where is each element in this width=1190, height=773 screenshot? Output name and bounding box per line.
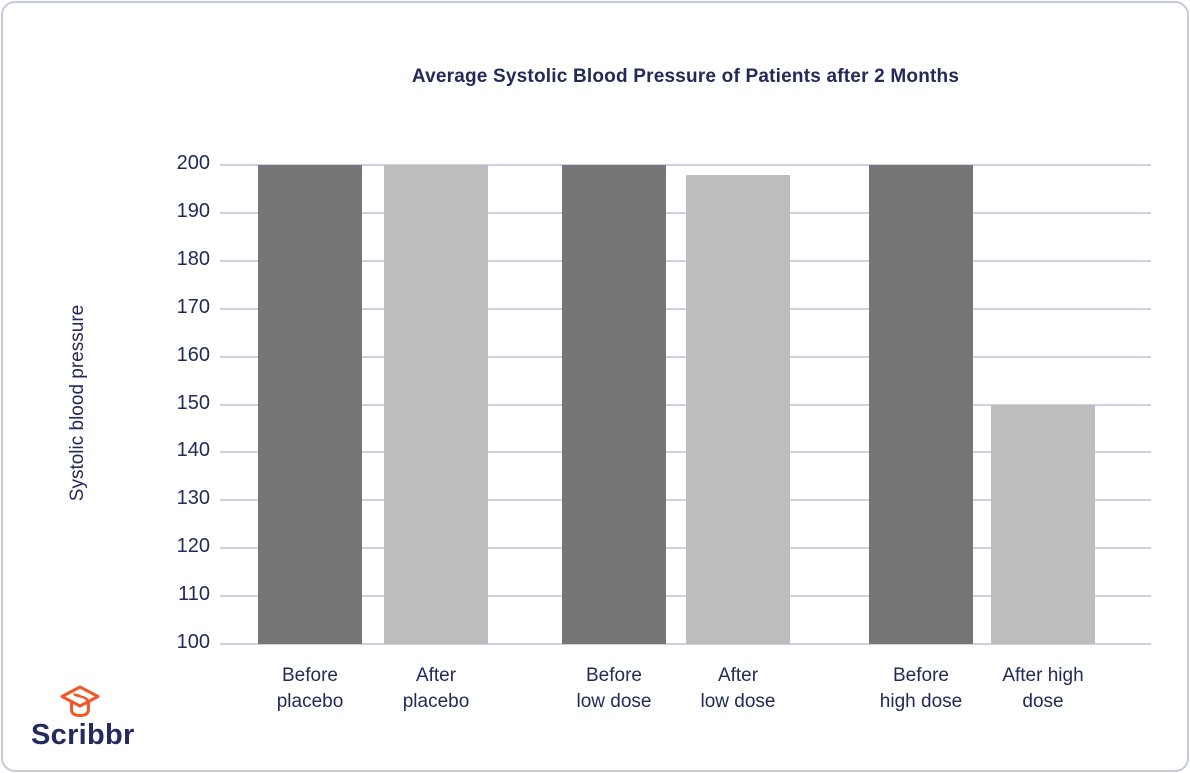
gridline-170 [220,307,1151,310]
x-label-before-low-dose: Before low dose [576,665,652,712]
y-tick-label-200: 200 [176,152,210,174]
gridline-120 [220,547,1151,550]
y-tick-label-160: 160 [176,343,210,366]
y-tick-label-100: 100 [176,631,210,653]
bar-before-placebo [258,165,362,644]
y-tick-label-190: 190 [176,199,210,222]
gridline-150 [220,403,1151,406]
gridline-140 [220,451,1151,454]
x-label-before-placebo: Before placebo [276,665,344,712]
gridline-200 [220,164,1151,166]
bar-after-high-dose [991,404,1095,644]
y-tick-label-170: 170 [176,295,210,318]
y-tick-label-120: 120 [176,535,210,558]
y-tick-label-130: 130 [176,487,210,510]
bar-after-placebo [384,165,488,644]
bar-before-low-dose [562,165,666,644]
bar-before-high-dose [869,165,973,644]
x-label-after-placebo: After placebo [402,665,470,712]
y-tick-label-110: 110 [178,583,210,606]
chart-title: Average Systolic Blood Pressure of Patie… [411,66,960,87]
bar-after-low-dose [686,174,790,644]
y-tick-label-150: 150 [176,391,210,414]
x-label-after-high-dose: After high dose [1002,665,1084,712]
x-label-before-high-dose: Before high dose [879,665,963,712]
gridline-180 [220,259,1151,262]
gridline-190 [220,211,1151,214]
gridline-160 [220,355,1151,358]
gridline-100 [220,643,1151,645]
scribbr-wordmark: Scribbr [31,719,135,751]
y-tick-label-180: 180 [176,247,210,270]
x-label-after-low-dose: After low dose [700,665,776,712]
y-tick-label-140: 140 [176,439,210,462]
scribbr-cap-icon [60,685,100,718]
scribbr-logo: Scribbr [31,683,171,755]
gridline-110 [220,595,1151,598]
y-axis-title: Systolic blood pressure [67,304,88,502]
gridline-130 [220,499,1151,502]
